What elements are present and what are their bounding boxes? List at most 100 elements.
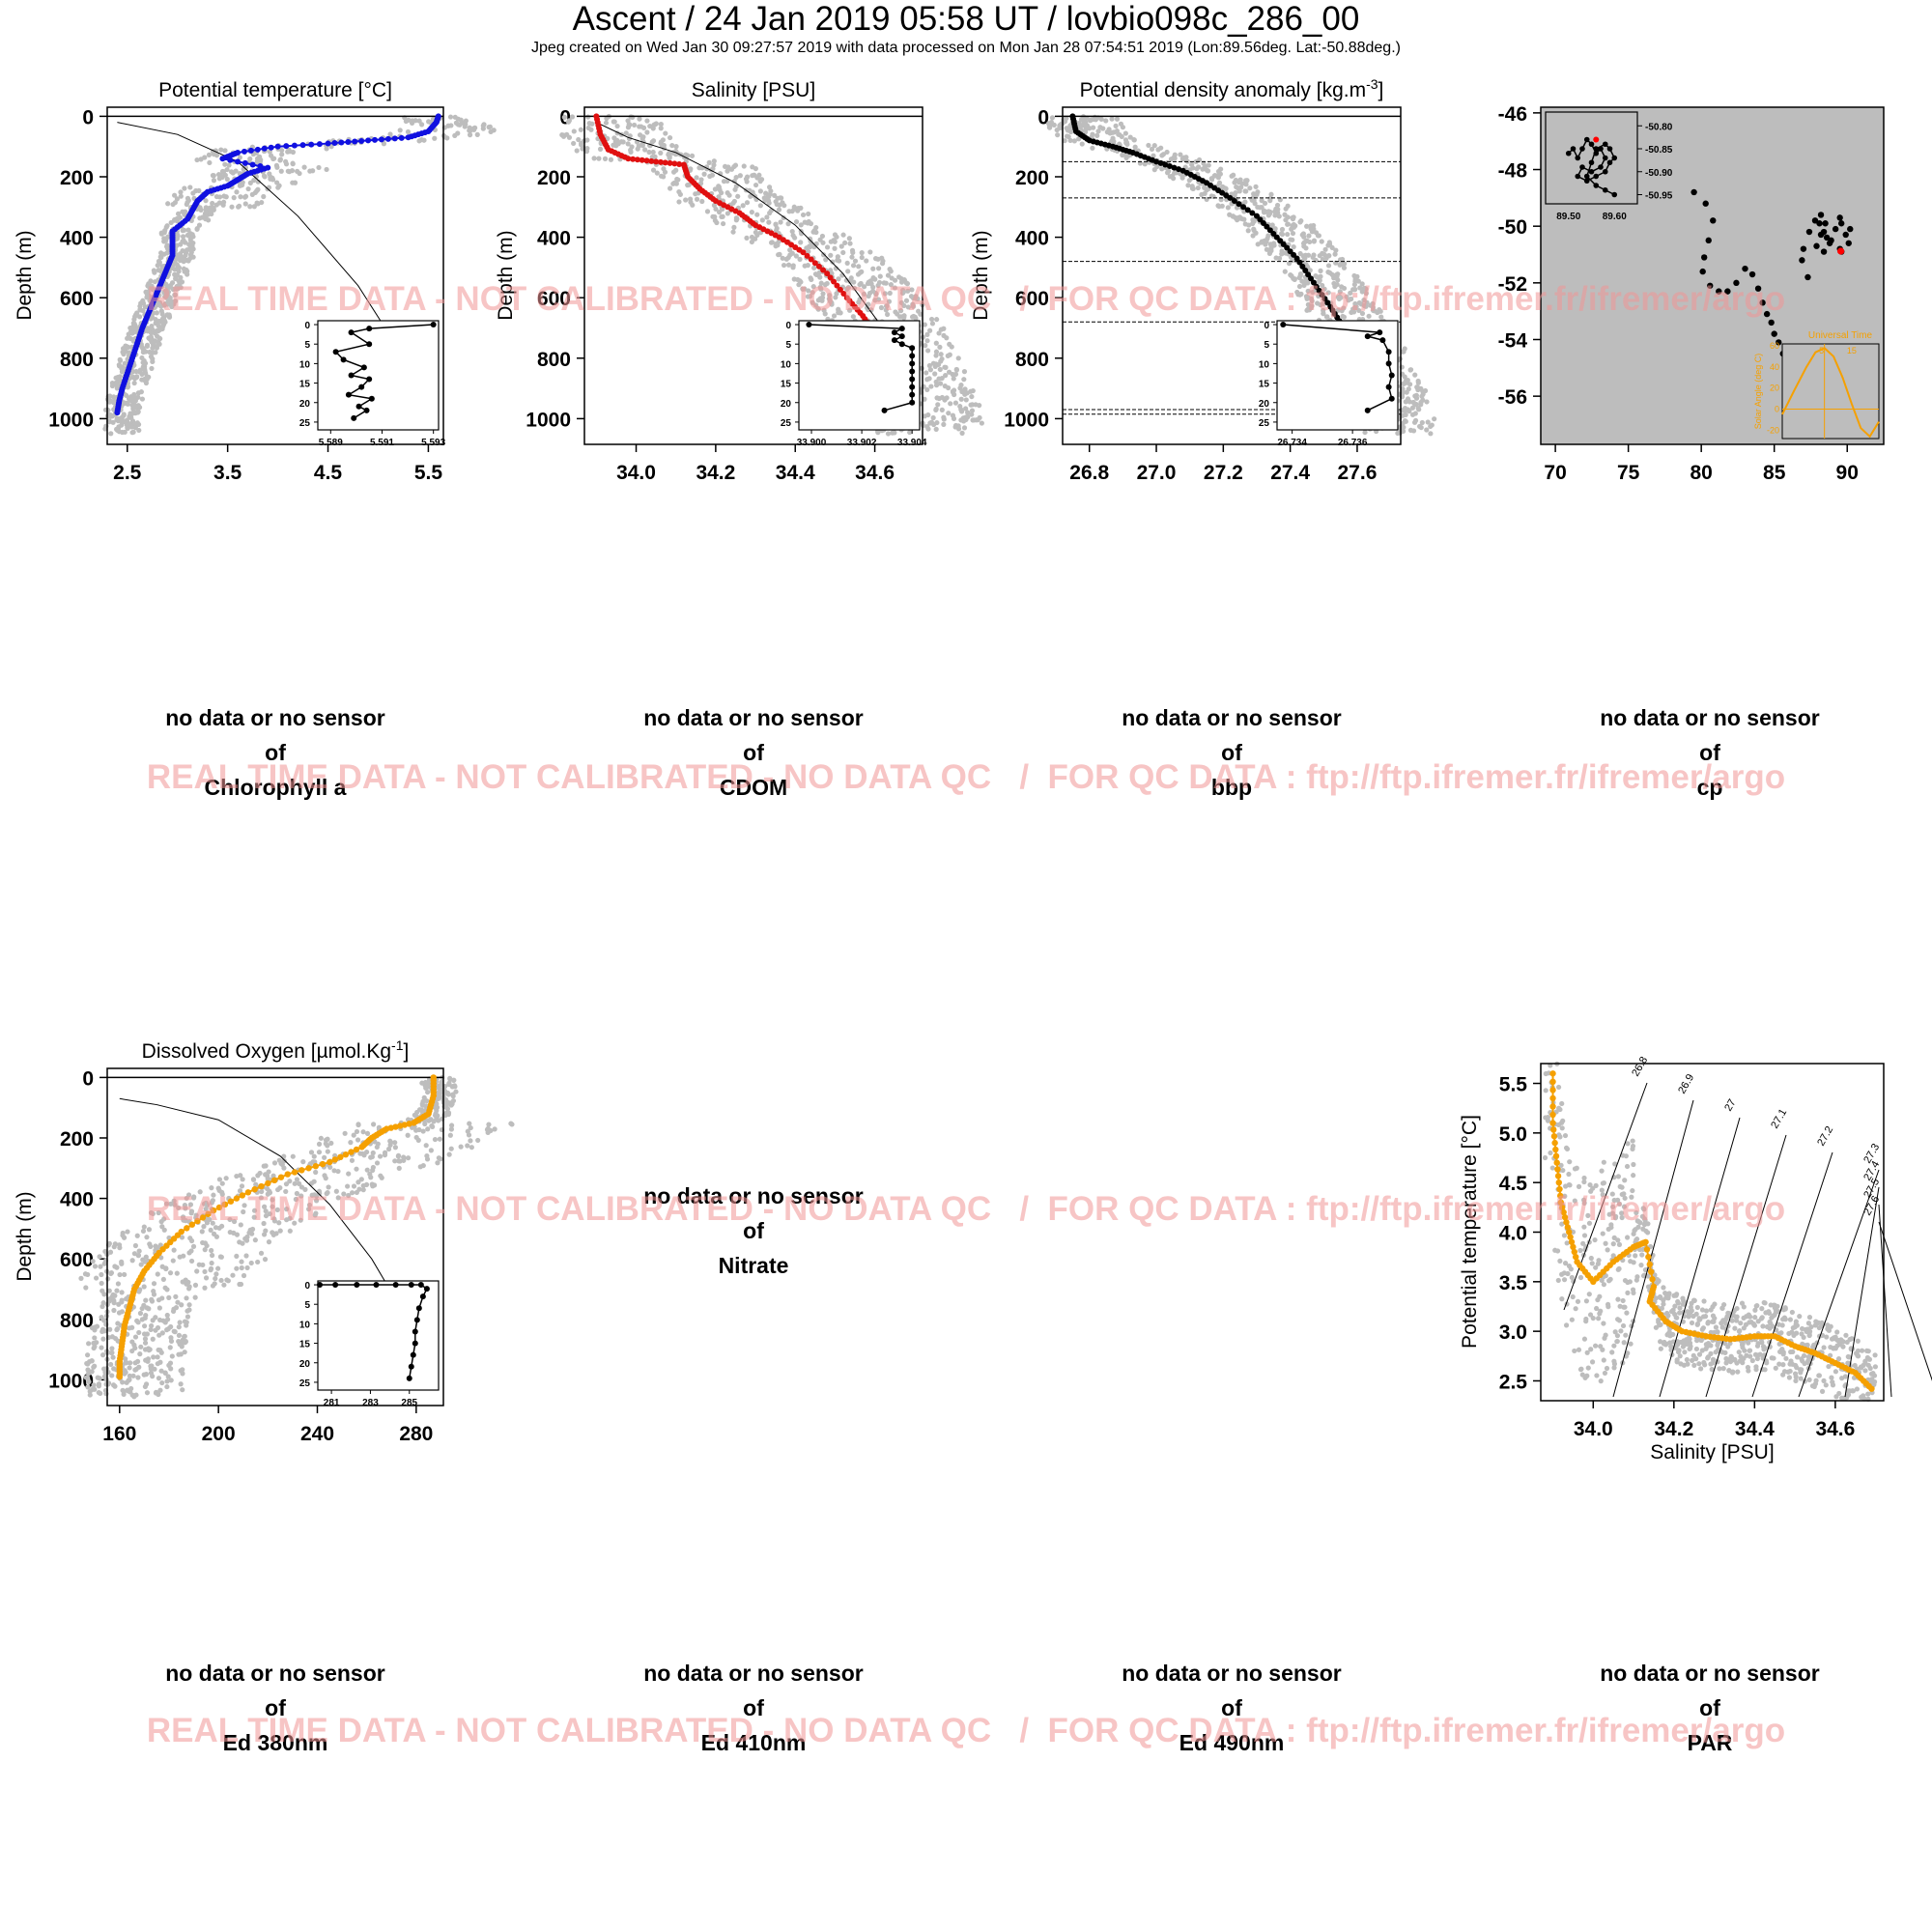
x-tick-label: 34.6 xyxy=(855,462,895,484)
climatology-point xyxy=(961,377,967,383)
climatology-point xyxy=(203,210,209,215)
climatology-point xyxy=(184,1295,189,1301)
climatology-point xyxy=(1179,175,1185,181)
climatology-point xyxy=(744,235,750,241)
climatology-point xyxy=(348,1140,354,1146)
climatology-point xyxy=(1296,283,1303,290)
climatology-point xyxy=(1178,152,1183,157)
climatology-point xyxy=(754,232,760,239)
climatology-point xyxy=(1313,257,1319,264)
climatology-point xyxy=(203,205,209,211)
inset-y-tick-label: 5 xyxy=(785,340,791,351)
climatology-point xyxy=(182,1203,188,1208)
climatology-point xyxy=(238,1222,243,1228)
climatology-point xyxy=(721,179,727,185)
inset-point xyxy=(806,322,812,328)
x-tick-label: 27.6 xyxy=(1338,462,1378,484)
climatology-point xyxy=(673,144,679,150)
climatology-point xyxy=(927,367,934,373)
climatology-point xyxy=(243,1237,250,1243)
climatology-point xyxy=(167,1345,173,1350)
climatology-point xyxy=(122,360,128,366)
y-tick-label: 800 xyxy=(60,349,94,371)
climatology-point xyxy=(360,1129,366,1135)
climatology-point xyxy=(944,395,950,401)
climatology-point xyxy=(628,149,634,155)
inset-position-point xyxy=(1611,191,1618,198)
climatology-point xyxy=(160,1318,166,1323)
climatology-point xyxy=(810,299,815,305)
inset-position-point xyxy=(1588,141,1595,148)
climatology-point xyxy=(774,225,780,231)
inset-position-point xyxy=(1565,150,1572,156)
climatology-point xyxy=(946,384,952,391)
climatology-point xyxy=(979,420,984,426)
x-tick-label: 70 xyxy=(1544,462,1566,484)
climatology-point xyxy=(753,182,759,188)
climatology-point xyxy=(122,1271,128,1278)
climatology-point xyxy=(1200,166,1206,172)
climatology-point xyxy=(1713,1324,1719,1330)
climatology-point xyxy=(141,1302,147,1308)
climatology-point xyxy=(262,1204,268,1209)
climatology-point xyxy=(1242,188,1248,194)
climatology-point xyxy=(1403,412,1408,418)
climatology-point xyxy=(1605,1226,1611,1233)
climatology-point xyxy=(1420,391,1426,397)
climatology-point xyxy=(938,327,944,332)
climatology-point xyxy=(231,1218,238,1225)
climatology-point xyxy=(180,234,186,240)
climatology-point xyxy=(283,1181,290,1187)
climatology-point xyxy=(151,1281,157,1287)
climatology-point xyxy=(637,132,643,138)
inset-position-point xyxy=(1593,173,1600,180)
climatology-point xyxy=(159,1295,165,1301)
climatology-point xyxy=(850,314,856,320)
climatology-point xyxy=(1599,1168,1605,1174)
climatology-point xyxy=(127,1325,132,1331)
climatology-point xyxy=(1555,1277,1561,1284)
climatology-point xyxy=(108,431,114,437)
inset-position-point xyxy=(1606,146,1613,152)
climatology-point xyxy=(685,183,691,188)
climatology-point xyxy=(143,1357,149,1363)
climatology-point xyxy=(1628,1341,1634,1347)
climatology-point xyxy=(139,355,145,361)
climatology-point xyxy=(190,1243,197,1249)
climatology-point xyxy=(778,195,783,201)
climatology-point xyxy=(225,1278,231,1284)
climatology-point xyxy=(1406,409,1412,414)
climatology-point xyxy=(1298,291,1304,297)
climatology-point xyxy=(957,385,963,391)
climatology-point xyxy=(810,290,815,296)
climatology-point xyxy=(129,411,135,416)
inset-point xyxy=(363,407,370,413)
chart-title: Potential density anomaly [kg.m-3] xyxy=(1080,76,1384,101)
climatology-point xyxy=(781,262,787,269)
climatology-point xyxy=(1601,1159,1606,1165)
profile-point xyxy=(384,135,391,142)
climatology-point xyxy=(86,1341,92,1347)
inset-point xyxy=(392,1282,399,1289)
profile-point xyxy=(337,1153,344,1161)
climatology-point xyxy=(164,1312,170,1319)
climatology-point xyxy=(423,1143,429,1149)
climatology-point xyxy=(798,222,804,228)
climatology-point xyxy=(360,1182,366,1189)
climatology-point xyxy=(248,1260,254,1266)
climatology-point xyxy=(1321,251,1327,258)
climatology-point xyxy=(428,1148,434,1153)
climatology-point xyxy=(164,1383,170,1390)
climatology-point xyxy=(1699,1307,1706,1313)
profile-point xyxy=(808,256,814,263)
climatology-point xyxy=(864,258,869,264)
climatology-point xyxy=(939,407,945,412)
inset-x-tick-label: 281 xyxy=(324,1398,340,1408)
climatology-point xyxy=(266,185,272,190)
climatology-point xyxy=(175,286,181,292)
climatology-point xyxy=(186,1302,192,1308)
climatology-point xyxy=(1189,185,1196,191)
climatology-point xyxy=(969,412,975,417)
climatology-point xyxy=(141,1284,147,1290)
